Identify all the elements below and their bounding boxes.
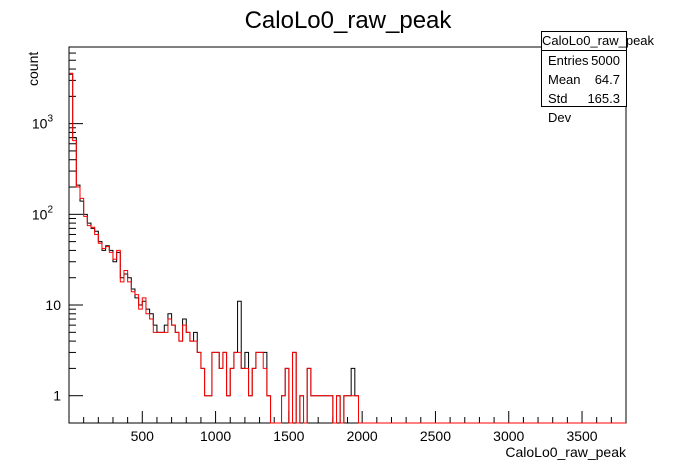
- stats-title: CaloLo0_raw_peak: [542, 32, 654, 51]
- stats-entries-label: Entries: [548, 53, 589, 68]
- y-axis-label: count: [25, 52, 41, 86]
- stats-row-entries: Entries 5000: [542, 51, 626, 70]
- x-tick-label: 3000: [493, 428, 524, 444]
- series-layer: [69, 72, 626, 424]
- histogram-series-1: [69, 72, 626, 424]
- axis-ticks: 500 1000 1500 2000 2500 3000 3500 1 10 102 103: [32, 46, 612, 444]
- stats-row-stddev: Std Dev 165.3: [542, 89, 626, 125]
- x-tick-label: 2500: [420, 428, 451, 444]
- stats-mean-value: 64.7: [594, 72, 620, 87]
- x-tick-label: 2000: [347, 428, 378, 444]
- x-tick-label: 3500: [566, 428, 597, 444]
- y-tick-label: 102: [32, 204, 54, 222]
- x-axis-label: CaloLo0_raw_peak: [505, 444, 627, 460]
- y-tick-label: 10: [45, 297, 61, 313]
- y-tick-label: 103: [32, 114, 54, 132]
- stats-entries-value: 5000: [591, 53, 620, 68]
- x-tick-label: 1000: [200, 428, 231, 444]
- y-tick-label: 1: [53, 388, 61, 404]
- stats-stddev-label: Std Dev: [548, 91, 572, 125]
- histogram-series-0: [69, 73, 626, 424]
- stats-stddev-value: 165.3: [587, 91, 620, 106]
- x-tick-label: 500: [131, 428, 155, 444]
- chart-title: CaloLo0_raw_peak: [245, 7, 453, 34]
- stats-box: CaloLo0_raw_peak Entries 5000 Mean 64.7 …: [541, 31, 654, 125]
- x-tick-label: 1500: [273, 428, 304, 444]
- stats-row-mean: Mean 64.7: [542, 70, 626, 89]
- stats-mean-label: Mean: [548, 72, 581, 87]
